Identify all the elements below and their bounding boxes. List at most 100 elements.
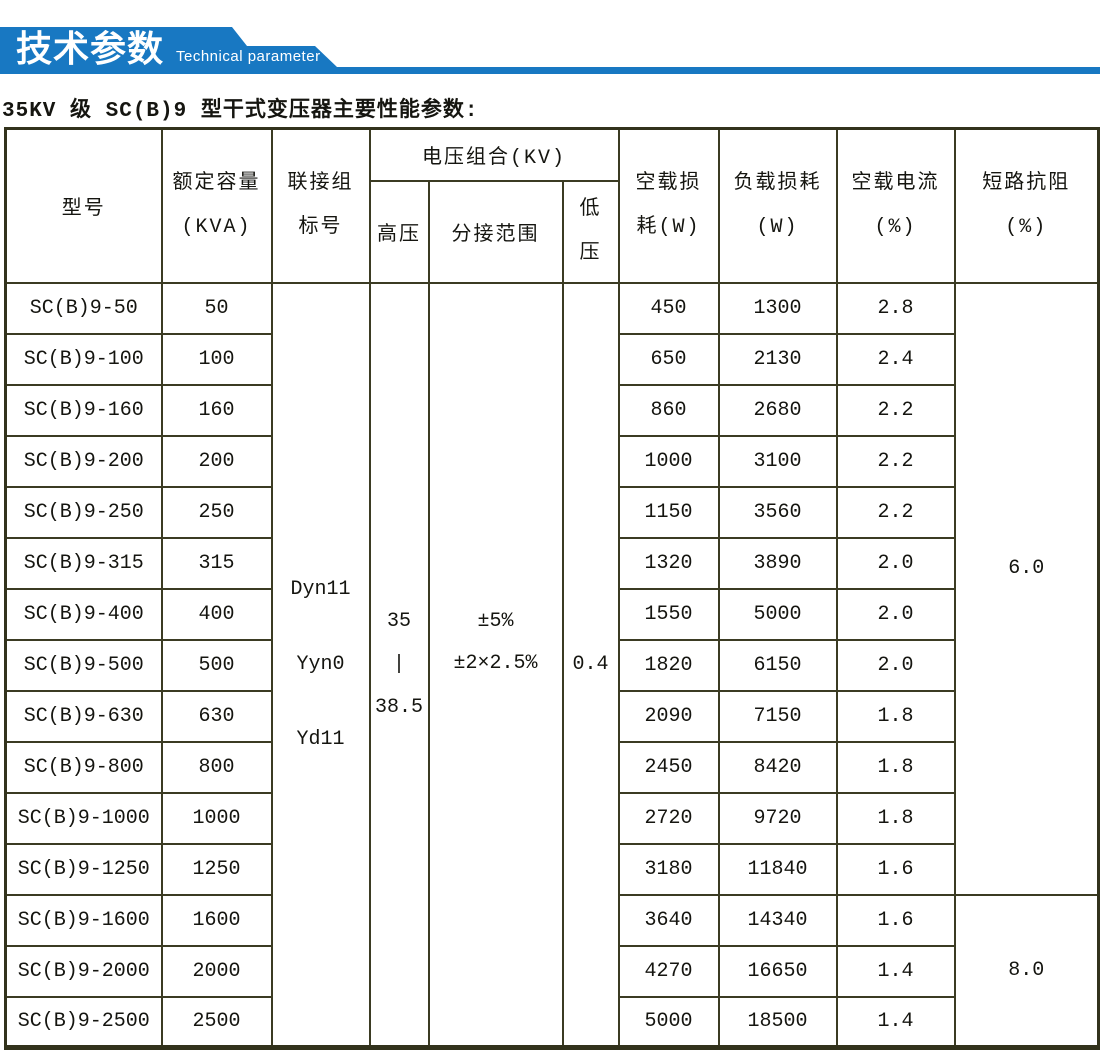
spec-table: 型号 额定容量 (KVA) 联接组 标号 电压组合(KV) 空载损 耗(W) 负… <box>4 127 1100 1050</box>
tap-line2: ±2×2.5% <box>453 652 538 676</box>
connection-line3: Yd11 <box>296 727 345 751</box>
capacity-cell: 315 <box>160 536 273 590</box>
header-row-1: 型号 额定容量 (KVA) 联接组 标号 电压组合(KV) 空载损 耗(W) 负… <box>4 127 1100 284</box>
capacity-cell: 1000 <box>160 791 273 845</box>
noload-current-cell: 2.2 <box>835 434 956 488</box>
table-row: SC(B)9-250 250 1150 3560 2.2 <box>4 485 1099 539</box>
noload-current-cell: 1.6 <box>835 842 956 896</box>
low-voltage-cell: 0.4 <box>561 281 620 1049</box>
capacity-cell: 200 <box>160 434 273 488</box>
noload-loss-cell: 450 <box>617 281 720 335</box>
model-cell: SC(B)9-1600 <box>4 893 163 947</box>
col-header-load-loss-line1: 负载损耗 <box>733 171 822 195</box>
load-loss-cell: 3100 <box>717 434 838 488</box>
col-header-noload-current: 空载电流 (%) <box>835 127 956 284</box>
noload-loss-cell: 1820 <box>617 638 720 692</box>
noload-current-cell: 1.8 <box>835 740 956 794</box>
capacity-cell: 50 <box>160 281 273 335</box>
noload-loss-cell: 650 <box>617 332 720 386</box>
connection-line1: Dyn11 <box>290 577 351 601</box>
load-loss-cell: 5000 <box>717 587 838 641</box>
noload-current-cell: 1.4 <box>835 944 956 998</box>
noload-loss-cell: 2090 <box>617 689 720 743</box>
banner-subtitle: Technical parameter <box>176 48 321 65</box>
load-loss-cell: 3890 <box>717 536 838 590</box>
noload-loss-cell: 5000 <box>617 995 720 1049</box>
table-row: SC(B)9-50 50 Dyn11 Yyn0 Yd11 35 | 38.5 ±… <box>4 281 1100 1049</box>
col-header-noload-loss: 空载损 耗(W) <box>617 127 720 284</box>
impedance-merged-cell-b: 8.0 <box>953 893 1100 1049</box>
load-loss-cell: 14340 <box>717 893 838 947</box>
impedance-a-value: 6.0 <box>1008 557 1045 580</box>
capacity-cell: 400 <box>160 587 273 641</box>
capacity-cell: 630 <box>160 689 273 743</box>
noload-current-cell: 2.0 <box>835 536 956 590</box>
load-loss-cell: 9720 <box>717 791 838 845</box>
header-banner: 技术参数 Technical parameter <box>0 0 1100 80</box>
table-row: SC(B)9-2000 2000 4270 16650 1.4 <box>4 944 1099 998</box>
noload-current-cell: 1.8 <box>835 791 956 845</box>
noload-current-cell: 2.0 <box>835 587 956 641</box>
table-row: SC(B)9-1000 1000 2720 9720 1.8 <box>4 791 1099 845</box>
col-header-load-loss: 负载损耗 (W) <box>717 127 838 284</box>
noload-current-cell: 1.4 <box>835 995 956 1049</box>
page-title: 35KV 级 SC(B)9 型干式变压器主要性能参数: <box>2 100 479 123</box>
col-header-lv-line2: 压 <box>579 241 602 265</box>
noload-loss-cell: 1000 <box>617 434 720 488</box>
banner-title: 技术参数 <box>16 28 165 69</box>
model-cell: SC(B)9-100 <box>4 332 163 386</box>
load-loss-cell: 7150 <box>717 689 838 743</box>
capacity-cell: 250 <box>160 485 273 539</box>
model-cell: SC(B)9-2500 <box>4 995 163 1049</box>
noload-loss-cell: 1150 <box>617 485 720 539</box>
noload-loss-cell: 1320 <box>617 536 720 590</box>
model-cell: SC(B)9-1250 <box>4 842 163 896</box>
col-header-impedance-line2: (%) <box>1005 215 1048 239</box>
col-header-capacity-line2: (KVA) <box>181 215 252 239</box>
col-header-lv: 低 压 <box>561 179 620 284</box>
table-row: SC(B)9-160 160 860 2680 2.2 <box>4 383 1099 437</box>
col-header-model: 型号 <box>4 127 163 284</box>
col-header-noload-current-line2: (%) <box>874 215 917 239</box>
table-row: SC(B)9-400 400 1550 5000 2.0 <box>4 587 1099 641</box>
col-header-load-loss-line2: (W) <box>756 215 799 239</box>
load-loss-cell: 2680 <box>717 383 838 437</box>
capacity-cell: 2500 <box>160 995 273 1049</box>
noload-loss-cell: 3180 <box>617 842 720 896</box>
capacity-cell: 2000 <box>160 944 273 998</box>
model-cell: SC(B)9-315 <box>4 536 163 590</box>
load-loss-cell: 8420 <box>717 740 838 794</box>
col-header-connection-line1: 联接组 <box>287 171 354 195</box>
load-loss-cell: 2130 <box>717 332 838 386</box>
impedance-merged-cell-a: 6.0 <box>953 281 1100 896</box>
col-header-hv: 高压 <box>368 179 430 284</box>
noload-loss-cell: 860 <box>617 383 720 437</box>
col-header-tap-range: 分接范围 <box>427 179 564 284</box>
noload-current-cell: 2.4 <box>835 332 956 386</box>
model-cell: SC(B)9-1000 <box>4 791 163 845</box>
noload-current-cell: 1.8 <box>835 689 956 743</box>
model-cell: SC(B)9-250 <box>4 485 163 539</box>
col-header-noload-loss-line2: 耗(W) <box>636 215 701 239</box>
model-cell: SC(B)9-200 <box>4 434 163 488</box>
load-loss-cell: 6150 <box>717 638 838 692</box>
col-header-noload-current-line1: 空载电流 <box>851 171 940 195</box>
table-row: SC(B)9-200 200 1000 3100 2.2 <box>4 434 1099 488</box>
hv-line3: 38.5 <box>374 695 423 719</box>
tap-line1: ±5% <box>477 610 514 634</box>
noload-current-cell: 2.2 <box>835 485 956 539</box>
tap-range-lines: ±5% ±2×2.5% <box>431 601 561 685</box>
col-header-impedance: 短路抗阻 (%) <box>953 127 1100 284</box>
model-cell: SC(B)9-500 <box>4 638 163 692</box>
header-row-2: 高压 分接范围 低 压 <box>6 179 1099 284</box>
noload-current-cell: 2.2 <box>835 383 956 437</box>
table-row: SC(B)9-630 630 2090 7150 1.8 <box>4 689 1099 743</box>
col-header-noload-loss-line1: 空载损 <box>635 171 702 195</box>
banner-polygon <box>0 27 1100 74</box>
col-header-impedance-line1: 短路抗阻 <box>982 171 1071 195</box>
load-loss-cell: 16650 <box>717 944 838 998</box>
table-row: SC(B)9-2500 2500 5000 18500 1.4 <box>4 995 1099 1049</box>
capacity-cell: 160 <box>160 383 273 437</box>
noload-current-cell: 1.6 <box>835 893 956 947</box>
capacity-cell: 1600 <box>160 893 273 947</box>
